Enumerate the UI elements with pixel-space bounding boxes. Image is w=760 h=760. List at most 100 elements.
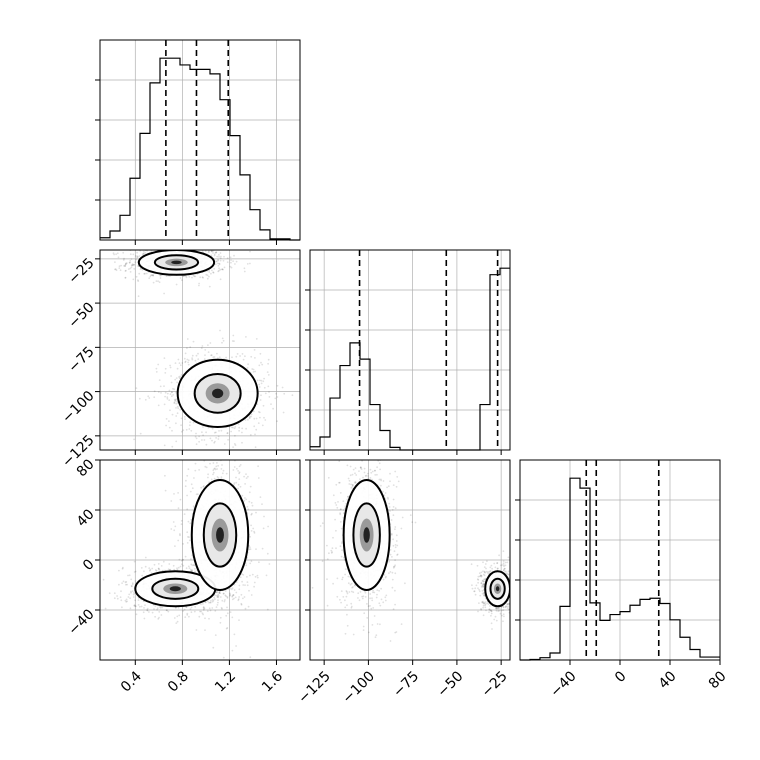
sample-point — [124, 599, 127, 602]
sample-point — [195, 443, 198, 446]
sample-point — [250, 513, 253, 516]
sample-point — [512, 608, 514, 610]
sample-point — [254, 370, 257, 373]
sample-point — [151, 611, 154, 614]
sample-point — [227, 438, 230, 441]
sample-point — [342, 509, 345, 511]
sample-point — [241, 431, 243, 434]
sample-point — [392, 608, 395, 610]
sample-point — [222, 592, 225, 595]
sample-point — [379, 623, 381, 626]
sample-point — [393, 565, 396, 568]
sample-point — [369, 468, 372, 471]
sample-point — [171, 429, 173, 432]
sample-point — [354, 467, 357, 469]
sample-point — [395, 631, 398, 633]
sample-point — [225, 595, 228, 598]
sample-point — [208, 275, 210, 278]
sample-point — [124, 263, 127, 265]
sample-point — [146, 607, 149, 610]
sample-point — [326, 544, 328, 547]
sample-point — [218, 356, 221, 359]
sample-point — [181, 279, 183, 281]
sample-point — [124, 581, 127, 584]
sample-point — [115, 253, 117, 256]
sample-point — [249, 485, 252, 488]
sample-point — [256, 379, 259, 382]
sample-point — [174, 399, 177, 402]
sample-point — [210, 250, 213, 253]
sample-point — [231, 340, 234, 342]
sample-point — [362, 476, 364, 479]
sample-point — [188, 536, 190, 538]
sample-point — [238, 429, 241, 432]
sample-point — [390, 519, 393, 521]
sample-point — [154, 615, 157, 618]
sample-point — [194, 469, 197, 472]
sample-point — [259, 379, 261, 382]
sample-point — [198, 440, 201, 443]
sample-point — [131, 264, 134, 266]
sample-point — [104, 607, 107, 610]
sample-point — [384, 576, 387, 579]
sample-point — [389, 640, 392, 642]
sample-point — [132, 593, 135, 596]
sample-point — [182, 429, 185, 432]
sample-point — [338, 481, 340, 484]
sample-point — [371, 597, 373, 599]
sample-point — [168, 389, 171, 392]
sample-point — [263, 377, 265, 380]
sample-point — [172, 387, 174, 390]
sample-point — [319, 525, 322, 527]
sample-point — [346, 498, 349, 501]
sample-point — [191, 276, 193, 279]
sample-point — [178, 376, 180, 378]
sample-point — [155, 280, 158, 282]
sample-point — [362, 625, 365, 628]
sample-point — [213, 431, 216, 434]
sample-point — [482, 561, 484, 564]
sample-point — [236, 467, 238, 470]
sample-point — [391, 571, 394, 574]
density-peak — [171, 260, 182, 265]
sample-point — [200, 486, 203, 489]
sample-point — [125, 583, 127, 586]
sample-point — [222, 442, 224, 444]
sample-point — [142, 252, 145, 255]
sample-point — [148, 247, 150, 249]
sample-point — [135, 275, 138, 278]
sample-point — [351, 484, 354, 486]
sample-point — [249, 546, 251, 549]
sample-point — [144, 272, 146, 275]
sample-point — [411, 521, 414, 523]
sample-point — [221, 599, 224, 602]
sample-point — [188, 567, 191, 569]
sample-point — [209, 437, 212, 440]
sample-point — [118, 569, 120, 572]
sample-point — [214, 598, 216, 600]
sample-point — [209, 462, 211, 465]
sample-point — [514, 596, 516, 598]
sample-point — [150, 242, 152, 244]
sample-point — [148, 277, 151, 280]
sample-point — [217, 464, 220, 467]
sample-point — [336, 595, 339, 598]
axes-frame — [519, 459, 721, 661]
sample-point — [131, 263, 134, 266]
sample-point — [339, 492, 342, 494]
sample-point — [247, 508, 250, 511]
sample-point — [218, 592, 221, 594]
sample-point — [223, 600, 226, 603]
sample-point — [233, 466, 236, 468]
sample-point — [235, 355, 238, 358]
sample-point — [281, 386, 284, 389]
sample-point — [216, 234, 218, 236]
sample-point — [230, 259, 232, 261]
sample-point — [218, 262, 221, 265]
sample-point — [480, 608, 483, 611]
axes-frame — [99, 249, 301, 451]
sample-point — [482, 591, 485, 594]
sample-point — [217, 601, 219, 604]
sample-point — [153, 608, 155, 610]
sample-point — [259, 416, 261, 419]
